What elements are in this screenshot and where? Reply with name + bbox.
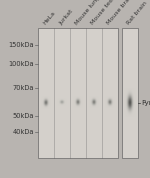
Bar [122,28,138,158]
Text: HeLa: HeLa [42,11,56,26]
Text: 100kDa: 100kDa [8,61,34,67]
Text: Rat brain: Rat brain [126,1,148,26]
Text: Mouse lung: Mouse lung [74,0,101,26]
Bar [38,28,118,158]
Text: Fyn: Fyn [141,100,150,106]
Text: 70kDa: 70kDa [12,85,34,91]
Text: 150kDa: 150kDa [8,42,34,48]
Text: 50kDa: 50kDa [12,113,34,119]
Text: 40kDa: 40kDa [12,129,34,135]
Text: Mouse brain: Mouse brain [106,0,135,26]
Text: Jurkat: Jurkat [58,9,74,26]
Text: Mouse testis: Mouse testis [90,0,119,26]
